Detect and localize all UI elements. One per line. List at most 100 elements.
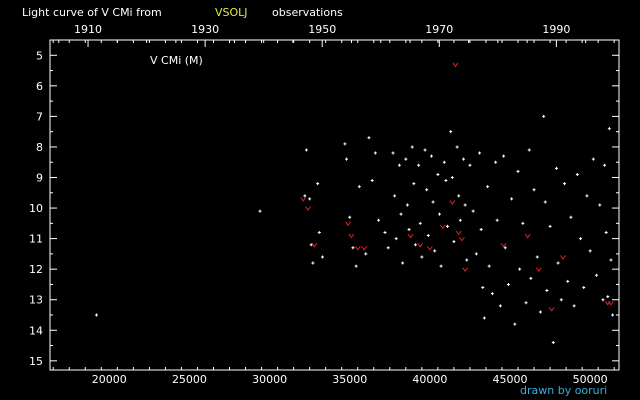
observation-point [551,341,555,344]
axis-tick-labels: 20000 25000 30000 35000 40000 45000 50000 1910 1… [29,23,608,386]
chart-title-suffix: observations [272,6,343,19]
credit-label: drawn by ooruri [520,384,607,397]
observation-point [482,316,486,320]
observation-point [611,313,615,317]
observation-point [431,200,435,204]
observation-point [309,243,313,247]
fainter-than-point [345,221,352,227]
observation-point [457,194,461,198]
observation-point [575,172,579,176]
observation-point [450,176,454,179]
observation-point [545,289,549,293]
observation-point [556,261,560,265]
observation-point [606,295,610,299]
observation-point [364,252,368,256]
observation-point [609,258,613,262]
observation-point [518,267,522,271]
year-tick-label: 1990 [542,23,570,36]
observation-point [436,172,440,176]
fainter-than-point [548,307,555,312]
observation-point [405,203,409,207]
observation-point [391,151,395,155]
y-tick-label: 10 [29,202,43,215]
series-label: V CMi (M) [150,54,203,67]
observation-point [542,114,546,118]
fainter-than-point [452,62,459,68]
observation-point [439,264,443,268]
year-tick-label: 1910 [74,23,102,36]
observation-point [426,234,430,238]
y-tick-label: 15 [29,355,43,368]
observation-point [413,243,417,247]
observation-point [572,304,576,308]
observation-point [490,292,494,296]
axis-ticks [50,39,619,370]
observation-point [585,194,589,198]
observation-point [455,145,459,149]
x-tick-label: 20000 [92,373,127,386]
observation-point [452,240,456,244]
fainter-than-point [426,245,433,251]
observation-point [516,169,520,173]
observation-point [538,310,542,314]
observation-point [604,231,608,234]
fainter-than-point [500,242,507,248]
fainter-than-point [462,267,469,273]
observation-point [554,166,558,170]
observation-point [444,179,448,183]
observation-point [258,209,262,213]
observation-point [354,264,358,268]
observation-point [463,203,467,207]
observation-point [601,298,605,302]
observation-point [370,179,374,183]
observation-point [524,301,528,305]
observation-point [486,185,490,189]
x-tick-label: 40000 [412,373,447,386]
observation-point [481,286,485,289]
observation-point [367,136,371,140]
observation-point [471,209,475,213]
observation-point [357,185,361,189]
observation-point [303,194,307,198]
fainter-than-point [459,236,465,242]
observation-point [513,322,517,326]
fainter-than-point [354,245,361,251]
y-tick-label: 14 [29,324,43,337]
observation-point [386,246,390,250]
observation-point [579,237,583,241]
observation-point [311,261,315,265]
observation-point [412,182,416,186]
y-tick-label: 9 [36,172,43,185]
observation-point [474,252,478,256]
observation-point [420,255,424,259]
observation-point [429,154,433,158]
observation-point [495,218,499,222]
observation-point [569,215,573,219]
y-tick-label: 11 [29,233,43,246]
x-tick-label: 45000 [493,373,528,386]
observation-point [598,203,602,207]
observation-point [423,148,427,152]
observation-point [502,154,506,158]
observation-point [407,227,411,231]
observation-point [393,194,397,198]
fainter-than-point [455,230,462,236]
observation-point [468,163,472,167]
observation-point [503,246,507,250]
observation-point [343,142,347,146]
observation-point [543,200,547,204]
observation-point [510,197,514,201]
observation-point [498,304,502,308]
observation-point [465,258,469,262]
chart-title-prefix: Light curve of V CMi from [22,6,162,19]
observation-point [373,151,377,155]
fainter-than-point [417,242,424,248]
observation-point [317,231,321,234]
observation-point [563,182,567,186]
fainter-than-point [439,224,446,230]
y-tick-label: 8 [36,141,43,154]
observation-point [527,148,531,152]
observation-point [394,237,398,241]
fainter-than-point [524,233,531,239]
